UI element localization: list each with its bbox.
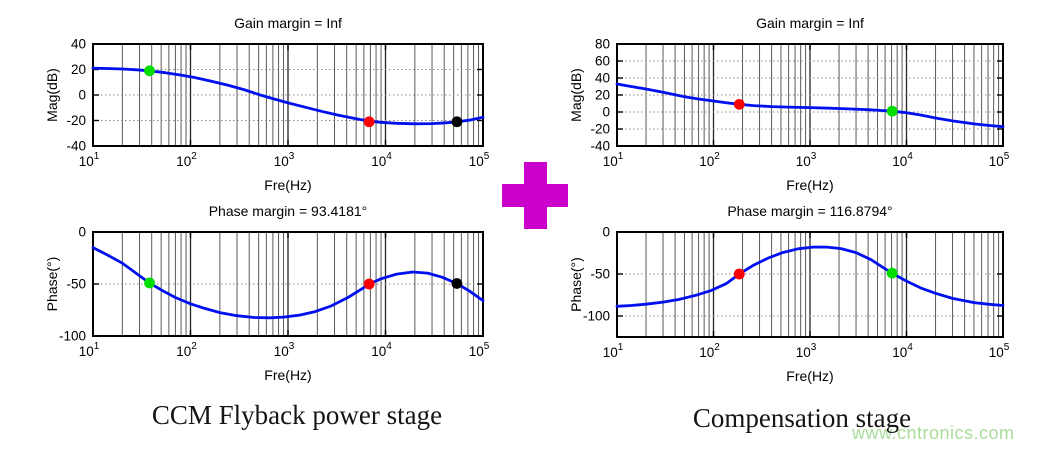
svg-text:104: 104	[892, 151, 913, 169]
tick-marks	[617, 44, 1003, 146]
svg-text:104: 104	[892, 342, 913, 360]
svg-text:105: 105	[469, 341, 490, 359]
chart-compensation-magnitude: 101 102 103 104 105 80 60 40 20 0 -20 -40 Gain margi…	[524, 0, 1041, 196]
compensation-gain-curve	[615, 82, 1005, 129]
svg-text:102: 102	[176, 341, 197, 359]
svg-text:-20: -20	[66, 113, 86, 128]
svg-text:105: 105	[989, 151, 1010, 169]
compensation-magnitude-svg: 101 102 103 104 105 80 60 40 20 0 -20 -40 Gain margi…	[568, 15, 1010, 193]
svg-text:40: 40	[595, 71, 610, 86]
grid-lines	[617, 232, 1003, 337]
y-axis-label: Mag(dB)	[568, 68, 584, 122]
black-marker	[451, 116, 463, 128]
chart-compensation-phase: 101 102 103 104 105 0 -50 -100 Phase margin = 11…	[524, 196, 1041, 392]
svg-text:40: 40	[71, 37, 86, 52]
svg-text:80: 80	[595, 37, 610, 52]
svg-text:105: 105	[989, 342, 1010, 360]
svg-text:103: 103	[796, 342, 817, 360]
chart-flyback-phase: 101 102 103 104 105 0 -50 -100 Phase margin = 93…	[0, 196, 520, 392]
tick-labels: 101 102 103 104 105 80 60 40 20 0 -20 -40	[590, 37, 1009, 170]
svg-text:101: 101	[603, 151, 624, 169]
tick-labels: 101 102 103 104 105 0 -50 -100	[583, 225, 1010, 361]
svg-text:102: 102	[699, 342, 720, 360]
green-marker	[144, 65, 155, 77]
y-axis-label: Phase(°)	[44, 257, 60, 312]
caption-power-stage: CCM Flyback power stage	[151, 400, 443, 430]
svg-text:105: 105	[469, 151, 490, 169]
red-marker	[363, 116, 375, 128]
chart-title: Phase margin = 116.8794°	[727, 203, 892, 219]
svg-text:0: 0	[602, 105, 610, 120]
black-marker	[451, 278, 463, 289]
svg-text:-40: -40	[590, 139, 610, 154]
chart-title: Gain margin = Inf	[234, 15, 342, 31]
svg-text:101: 101	[79, 341, 100, 359]
flyback-phase-curve	[91, 246, 485, 320]
watermark-text: www.cntronics.com	[852, 423, 1015, 443]
svg-text:104: 104	[371, 341, 392, 359]
green-marker	[886, 267, 898, 279]
svg-text:20: 20	[595, 88, 610, 103]
red-marker	[733, 268, 745, 280]
svg-text:20: 20	[71, 62, 86, 77]
grid-lines	[93, 44, 483, 146]
svg-text:104: 104	[371, 151, 392, 169]
green-marker	[144, 277, 155, 289]
chart-flyback-magnitude: 101 102 103 104 105 40 20 0 -20 -40 Gain margin = …	[0, 0, 520, 196]
flyback-phase-svg: 101 102 103 104 105 0 -50 -100 Phase margin = 93…	[44, 203, 490, 383]
svg-text:103: 103	[796, 151, 817, 169]
compensation-phase-svg: 101 102 103 104 105 0 -50 -100 Phase margin = 11…	[568, 203, 1010, 384]
x-axis-label: Fre(Hz)	[264, 177, 311, 193]
tick-marks	[93, 232, 483, 336]
chart-title: Gain margin = Inf	[756, 15, 864, 31]
svg-text:0: 0	[78, 225, 86, 240]
tick-labels: 101 102 103 104 105 0 -50 -100	[59, 225, 490, 360]
svg-text:0: 0	[602, 225, 610, 240]
svg-text:-50: -50	[66, 277, 86, 292]
y-axis-label: Phase(°)	[568, 257, 584, 312]
svg-text:-50: -50	[590, 267, 610, 282]
svg-text:103: 103	[274, 151, 295, 169]
svg-text:103: 103	[274, 341, 295, 359]
svg-text:0: 0	[78, 88, 86, 103]
svg-text:101: 101	[603, 342, 624, 360]
x-axis-label: Fre(Hz)	[786, 368, 833, 384]
chart-title: Phase margin = 93.4181°	[209, 203, 368, 219]
plus-icon	[500, 160, 570, 230]
svg-text:102: 102	[176, 151, 197, 169]
flyback-magnitude-svg: 101 102 103 104 105 40 20 0 -20 -40 Gain margin = …	[44, 15, 490, 193]
svg-text:-40: -40	[66, 139, 86, 154]
compensation-phase-curve	[615, 245, 1005, 308]
svg-text:102: 102	[699, 151, 720, 169]
plus-horizontal-bar	[502, 184, 568, 207]
green-marker	[886, 105, 898, 117]
svg-text:-20: -20	[590, 122, 610, 137]
red-marker	[363, 278, 375, 290]
x-axis-label: Fre(Hz)	[786, 177, 833, 193]
svg-text:-100: -100	[583, 309, 610, 324]
caption-compensation-stage: Compensation stage	[692, 403, 912, 433]
red-marker	[733, 98, 745, 110]
y-axis-label: Mag(dB)	[44, 68, 60, 122]
tick-marks	[617, 232, 1003, 337]
x-axis-label: Fre(Hz)	[264, 367, 311, 383]
svg-text:101: 101	[79, 151, 100, 169]
svg-text:-100: -100	[59, 329, 86, 344]
svg-text:60: 60	[595, 54, 610, 69]
